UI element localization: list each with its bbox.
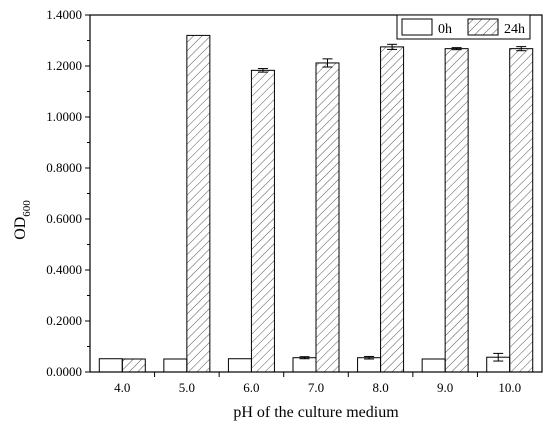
y-tick-label: 0.8000 — [46, 160, 82, 175]
bar-0h-8.0 — [357, 357, 382, 373]
y-axis-title: OD600 — [12, 200, 33, 240]
y-tick-label: 1.4000 — [46, 7, 82, 22]
x-tick-label: 5.0 — [179, 380, 195, 395]
bar-0h-6.0 — [227, 358, 252, 373]
bar-0h-9.0 — [421, 358, 446, 373]
bar-24h-6.0 — [250, 69, 275, 373]
y-tick-label: 0.0000 — [46, 364, 82, 379]
bar-24h-7.0 — [315, 62, 340, 373]
bar-24h-9.0 — [444, 48, 469, 373]
x-axis-title: pH of the culture medium — [233, 404, 399, 421]
y-tick-label: 0.6000 — [46, 211, 82, 226]
y-axis-title-main: OD — [12, 217, 29, 240]
x-tick-label: 4.0 — [114, 380, 130, 395]
legend-swatch-24h — [467, 18, 499, 36]
bar-24h-10.0 — [509, 48, 534, 373]
x-tick-label: 7.0 — [308, 380, 324, 395]
legend-label-24h: 24h — [504, 22, 525, 37]
y-tick-label: 0.2000 — [46, 313, 82, 328]
legend: 0h 24h — [396, 14, 531, 40]
x-tick-label: 6.0 — [243, 380, 259, 395]
y-tick-label: 1.2000 — [46, 58, 82, 73]
bar-0h-7.0 — [292, 357, 317, 373]
y-tick-label: 1.0000 — [46, 109, 82, 124]
bar-0h-5.0 — [163, 358, 188, 373]
legend-label-0h: 0h — [438, 22, 452, 37]
x-tick-label: 9.0 — [437, 380, 453, 395]
bar-24h-4.0 — [121, 358, 146, 373]
x-tick-label: 8.0 — [372, 380, 388, 395]
x-tick-label: 10.0 — [498, 380, 521, 395]
bar-0h-4.0 — [98, 358, 123, 373]
bar-24h-5.0 — [186, 34, 211, 373]
bar-24h-8.0 — [380, 46, 405, 373]
y-axis-title-subscript: 600 — [21, 200, 33, 217]
legend-swatch-0h — [401, 18, 433, 36]
y-tick-label: 0.4000 — [46, 262, 82, 277]
